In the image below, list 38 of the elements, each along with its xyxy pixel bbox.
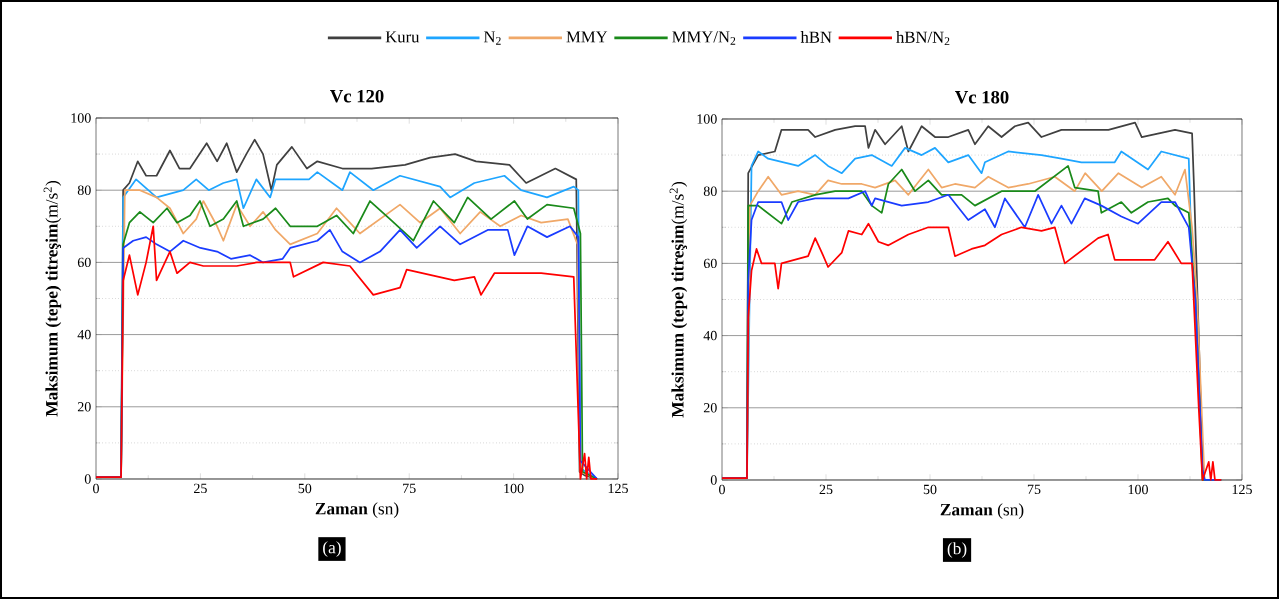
- x-axis-title: Zaman (sn): [315, 502, 399, 519]
- legend-label: hBN/N$_{2}$: [896, 31, 950, 46]
- text: (a): [323, 541, 341, 557]
- legend-label: MMY/N$_{2}$: [672, 31, 736, 45]
- y-tick-label: 60: [77, 257, 91, 268]
- x-tick-label: 100: [504, 483, 524, 494]
- y-tick-label: 100: [71, 113, 91, 123]
- x-tick-label: 125: [1232, 484, 1252, 495]
- y-tick-label: 60: [703, 258, 717, 269]
- legend-label: Kuru: [385, 31, 420, 43]
- y-axis-title: Maksimum (tepe) titreşim(m/s$^{2}$): [43, 180, 62, 417]
- x-tick-label: 25: [194, 483, 207, 494]
- y-tick-label: 40: [77, 329, 91, 340]
- chart-title: Vc 180: [954, 90, 1009, 104]
- y-tick-label: 20: [703, 403, 717, 413]
- y-tick-label: 80: [703, 186, 717, 196]
- y-tick-label: 0: [710, 475, 717, 485]
- x-tick-label: 75: [403, 483, 416, 494]
- text: (b): [947, 542, 967, 558]
- y-tick-label: 40: [703, 330, 717, 341]
- x-tick-label: 25: [819, 484, 833, 495]
- x-tick-label: 0: [93, 483, 99, 494]
- legend-label: MMY: [566, 31, 608, 43]
- y-tick-label: 80: [77, 185, 91, 195]
- y-tick-label: 0: [84, 474, 91, 484]
- x-tick-label: 100: [1128, 484, 1148, 495]
- chart-title: Vc 120: [330, 89, 384, 103]
- x-tick-label: 125: [608, 483, 628, 494]
- x-axis-title: Zaman (sn): [940, 503, 1024, 520]
- x-tick-label: 50: [923, 484, 937, 495]
- x-tick-label: 50: [298, 483, 312, 494]
- y-axis-title: Maksimum (tepe) titreşim(m/s$^{2}$): [669, 181, 688, 418]
- x-tick-label: 75: [1027, 484, 1041, 495]
- y-tick-label: 100: [697, 114, 717, 124]
- legend-label: hBN: [800, 31, 832, 43]
- legend-label: N$_{2}$: [483, 31, 501, 45]
- y-tick-label: 20: [77, 402, 91, 412]
- x-tick-label: 0: [719, 484, 725, 495]
